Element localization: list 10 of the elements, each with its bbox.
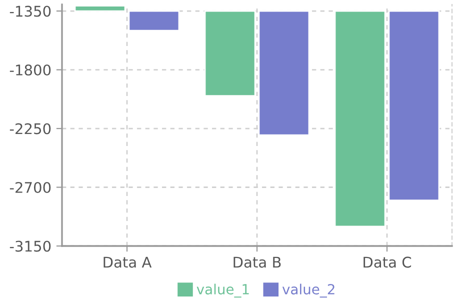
y-tick-label: -2250 — [10, 123, 51, 134]
x-tick-label: Data B — [234, 256, 281, 268]
y-tick-label: -2700 — [10, 182, 51, 194]
legend-label: value_1 — [196, 284, 249, 298]
legend-label: value_2 — [282, 284, 334, 298]
y-tick-label: -1350 — [10, 6, 51, 17]
y-tick-label: -1800 — [10, 64, 51, 76]
x-tick-label: Data A — [104, 256, 152, 268]
x-tick-label: Data C — [364, 256, 412, 268]
y-tick-label: -3150 — [10, 240, 51, 252]
